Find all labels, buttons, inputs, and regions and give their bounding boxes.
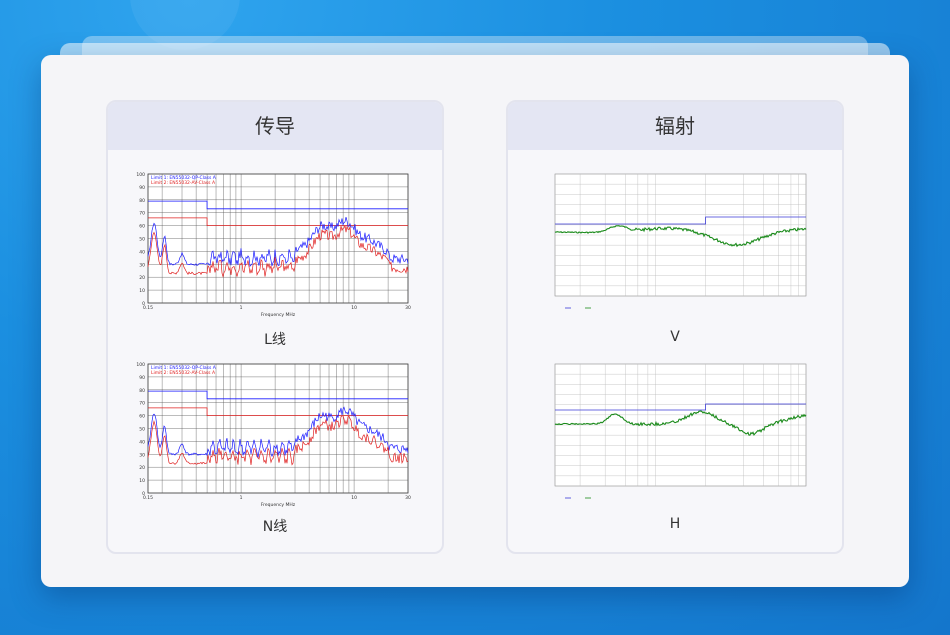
x-tick-label: 1 <box>240 305 243 311</box>
y-tick-label: 90 <box>139 375 145 381</box>
x-tick-label: 30 <box>405 495 411 501</box>
y-tick-label: 70 <box>139 401 145 407</box>
x-axis-label: Frequency MHz <box>261 312 296 318</box>
qp-trace <box>147 217 409 268</box>
y-tick-label: 50 <box>139 237 145 243</box>
y-tick-label: 20 <box>139 465 145 471</box>
x-axis-label: Frequency MHz <box>261 502 296 508</box>
y-tick-label: 30 <box>139 262 145 268</box>
av-limit-line <box>148 407 408 416</box>
y-tick-label: 100 <box>136 172 145 178</box>
radiated-trace <box>554 410 807 437</box>
x-tick-label: 10 <box>351 495 357 501</box>
conducted-caption-l: L线 <box>264 332 286 348</box>
av-trace <box>147 225 409 278</box>
y-tick-label: 90 <box>139 185 145 191</box>
radiated-limit-line <box>555 403 806 411</box>
legend-qp: Limit 1: EN55032-QP-Class A <box>151 175 217 181</box>
radiated-chart-v <box>508 164 842 324</box>
y-tick-label: 30 <box>139 452 145 458</box>
radiated-chart-h-svg <box>554 363 807 499</box>
legend-av: Limit 2: EN55032-AV-Class A <box>151 370 216 376</box>
radiated-limit-line <box>555 216 806 225</box>
legend-qp: Limit 1: EN55032-QP-Class A <box>151 365 217 371</box>
y-tick-label: 100 <box>136 362 145 368</box>
y-tick-label: 0 <box>142 301 145 307</box>
y-tick-label: 10 <box>139 478 145 484</box>
x-tick-label: 0.15 <box>143 305 153 311</box>
legend-av: Limit 2: EN55032-AV-Class A <box>151 180 216 186</box>
radiated-panel: 辐射 V H <box>506 100 844 554</box>
radiated-chart-h <box>508 354 842 514</box>
radiated-panel-title: 辐射 <box>508 102 842 150</box>
radiated-chart-v-svg <box>554 173 807 309</box>
y-tick-label: 20 <box>139 275 145 281</box>
x-tick-label: 10 <box>351 305 357 311</box>
qp-limit-line <box>148 390 408 400</box>
qp-limit-line <box>148 200 408 210</box>
conducted-panel-title: 传导 <box>108 102 442 150</box>
av-trace <box>147 415 409 466</box>
radiated-caption-h: H <box>669 516 681 532</box>
x-tick-label: 30 <box>405 305 411 311</box>
y-tick-label: 80 <box>139 198 145 204</box>
y-tick-label: 80 <box>139 388 145 394</box>
radiated-trace <box>554 225 807 248</box>
main-card: 传导 100 90 80 70 60 50 40 30 20 10 0 0.15 1 10 30 Freque… <box>41 55 909 587</box>
conducted-chart-n: 100 90 80 70 60 50 40 30 20 10 0 0.15 1 10 30 Frequency… <box>108 354 442 514</box>
conducted-panel: 传导 100 90 80 70 60 50 40 30 20 10 0 0.15 1 10 30 Freque… <box>106 100 444 554</box>
conducted-chart-l: 100 90 80 70 60 50 40 30 20 10 0 0.15 1 10 30 Frequency… <box>108 164 442 324</box>
y-tick-label: 60 <box>139 224 145 230</box>
y-tick-label: 0 <box>142 491 145 497</box>
y-tick-label: 40 <box>139 249 145 255</box>
av-limit-line <box>148 217 408 226</box>
radiated-caption-v: V <box>670 329 680 345</box>
y-tick-label: 60 <box>139 414 145 420</box>
y-tick-label: 50 <box>139 427 145 433</box>
x-tick-label: 0.15 <box>143 495 153 501</box>
y-tick-label: 70 <box>139 211 145 217</box>
y-tick-label: 40 <box>139 439 145 445</box>
x-tick-label: 1 <box>240 495 243 501</box>
y-tick-label: 10 <box>139 288 145 294</box>
conducted-caption-n: N线 <box>262 519 288 535</box>
